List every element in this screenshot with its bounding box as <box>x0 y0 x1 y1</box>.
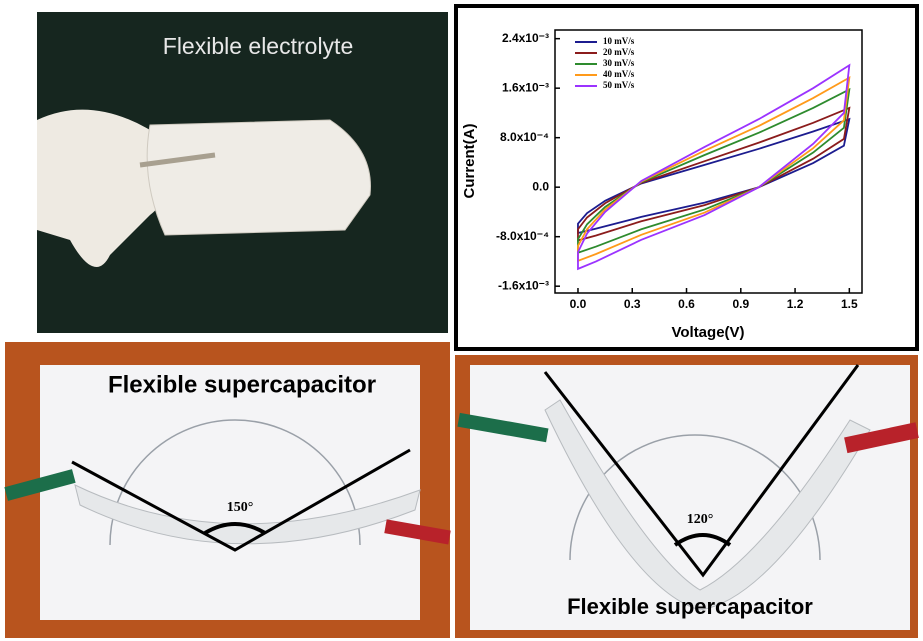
bent-150-photo: Flexible supercapacitor 150° <box>4 342 450 638</box>
x-tick-label: 0.3 <box>624 297 641 311</box>
legend-label: 10 mV/s <box>603 36 635 46</box>
y-tick-label: -1.6x10⁻³ <box>498 278 549 292</box>
caption: Flexible electrolyte <box>163 33 353 59</box>
rolled-electrolyte <box>147 120 370 235</box>
y-tick-label: 1.6x10⁻³ <box>502 80 549 94</box>
y-axis-label: Current(A) <box>461 124 478 199</box>
angle-label: 150° <box>227 500 254 515</box>
y-tick-label: 2.4x10⁻³ <box>502 31 549 45</box>
x-axis-label: Voltage(V) <box>671 324 744 341</box>
legend-label: 30 mV/s <box>603 58 635 68</box>
caption: Flexible supercapacitor <box>567 594 813 619</box>
caption: Flexible supercapacitor <box>108 371 376 398</box>
x-tick-label: 0.9 <box>732 297 749 311</box>
legend-label: 50 mV/s <box>603 80 635 90</box>
electrolyte-photo: Flexible electrolyte <box>37 12 448 333</box>
y-tick-label: 8.0x10⁻⁴ <box>500 130 549 144</box>
paper <box>40 365 420 620</box>
x-tick-label: 1.2 <box>787 297 804 311</box>
x-tick-label: 0.0 <box>570 297 587 311</box>
x-tick-label: 1.5 <box>841 297 858 311</box>
angle-label: 120° <box>687 512 714 527</box>
figure: Flexible electrolyte Current(A) Voltage(… <box>0 0 923 641</box>
y-tick-label: 0.0 <box>532 179 549 193</box>
x-tick-label: 0.6 <box>678 297 695 311</box>
legend-label: 40 mV/s <box>603 69 635 79</box>
y-tick-label: -8.0x10⁻⁴ <box>496 229 549 243</box>
legend-label: 20 mV/s <box>603 47 635 57</box>
bent-120-photo: 120° Flexible supercapacitor <box>455 355 919 638</box>
